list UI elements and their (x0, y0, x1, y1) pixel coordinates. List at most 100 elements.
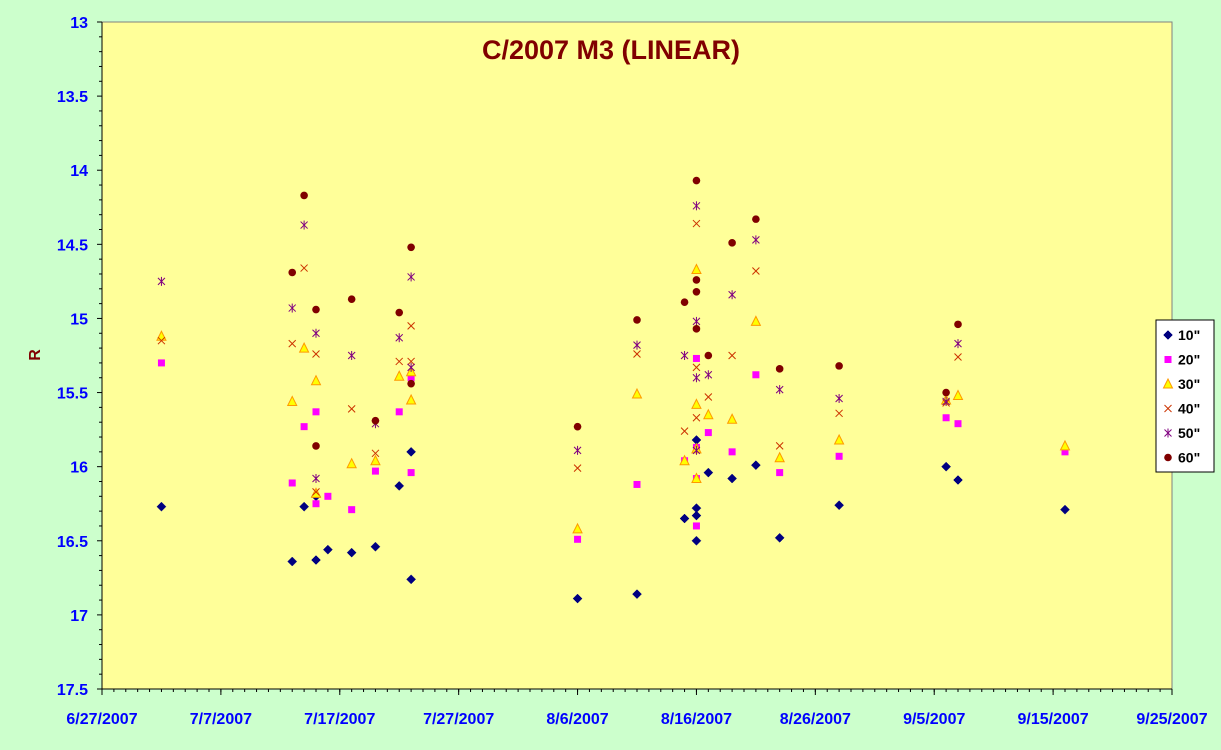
data-point (300, 220, 308, 230)
x-tick-label: 9/25/2007 (1136, 711, 1207, 728)
data-point (692, 287, 701, 296)
data-point (406, 574, 416, 585)
data-point (834, 500, 844, 511)
y-tick-label: 13 (70, 15, 88, 32)
data-point (393, 370, 405, 381)
legend-label: 10" (1178, 327, 1200, 343)
data-point (692, 176, 701, 185)
data-point (692, 316, 701, 326)
data-point (157, 336, 166, 345)
data-point (679, 454, 690, 466)
legend-marker (1164, 404, 1172, 413)
data-point (572, 593, 583, 604)
y-tick-label: 15 (70, 311, 88, 328)
axes: 13 13.5 14 14.5 15 15.5 16 16.5 17 17.5 6/27/2007 7… (57, 15, 1208, 728)
legend-label: 50" (1178, 425, 1200, 441)
x-stroke (407, 357, 415, 366)
data-point (348, 506, 356, 514)
legend-label: 20" (1178, 352, 1200, 368)
data-point (288, 268, 297, 277)
legend: 10" 20" 30" 40" 50" 60" (1155, 319, 1215, 473)
data-point (633, 350, 641, 358)
data-point (407, 374, 415, 382)
data-point (775, 385, 784, 395)
data-point (287, 556, 298, 567)
data-point (704, 351, 713, 360)
data-point (407, 243, 415, 252)
data-point (407, 469, 415, 477)
legend-marker (1163, 330, 1173, 340)
data-point (953, 475, 963, 485)
x-stroke (573, 464, 582, 473)
data-point (370, 454, 381, 466)
x-stroke (752, 267, 760, 275)
data-point (954, 339, 962, 349)
y-axis-label: R (27, 349, 44, 361)
data-point (691, 503, 702, 514)
data-point (728, 239, 736, 247)
legend-marker (1162, 377, 1174, 389)
data-point (407, 322, 415, 330)
y-tick-label: 13.5 (57, 89, 88, 106)
x-stroke (692, 363, 701, 372)
data-point (680, 298, 689, 306)
y-tick-label: 14 (70, 163, 88, 180)
data-point (691, 398, 702, 409)
data-point (574, 535, 582, 543)
y-tick-label: 14.5 (57, 237, 88, 254)
data-point (312, 488, 320, 496)
data-point (407, 362, 415, 372)
data-point (1060, 504, 1070, 515)
data-point (310, 487, 322, 498)
data-point (691, 472, 702, 484)
x-stroke (692, 413, 701, 422)
data-point (679, 513, 690, 524)
data-point (312, 474, 320, 484)
data-point (835, 452, 843, 460)
y-tick-label: 17.5 (57, 682, 88, 699)
data-point (954, 353, 962, 361)
data-point (692, 373, 701, 383)
data-point (691, 510, 702, 521)
data-point (156, 501, 167, 512)
data-point (750, 315, 762, 326)
data-point (573, 445, 582, 455)
x-stroke (633, 350, 641, 358)
data-point (157, 359, 165, 367)
data-point (347, 295, 356, 303)
data-point (691, 535, 702, 546)
data-point (395, 357, 404, 366)
legend-label: 30" (1178, 376, 1200, 392)
legend-marker (1164, 453, 1172, 462)
data-point (347, 405, 356, 413)
data-point (299, 501, 309, 512)
x-tick-label: 7/27/2007 (423, 711, 494, 728)
data-point (727, 473, 737, 484)
x-stroke (288, 339, 297, 348)
legend-marker (1164, 356, 1172, 363)
data-point (346, 547, 357, 558)
data-point (632, 589, 642, 599)
data-point (312, 442, 320, 450)
data-point (300, 191, 308, 200)
data-point (942, 414, 950, 422)
data-point (728, 448, 736, 456)
data-point (395, 333, 404, 343)
data-point (835, 362, 843, 370)
data-point (395, 408, 403, 416)
x-stroke (680, 427, 689, 435)
data-point (286, 395, 298, 406)
x-stroke (347, 405, 356, 413)
x-tick-label: 9/15/2007 (1018, 711, 1089, 728)
chart-title: C/2007 M3 (LINEAR) (482, 35, 740, 65)
data-point (346, 457, 357, 469)
data-point (776, 469, 784, 477)
data-point (752, 215, 760, 223)
data-point (704, 370, 713, 380)
data-point (288, 479, 296, 487)
data-point (311, 555, 321, 565)
x-tick-label: 8/6/2007 (546, 711, 608, 728)
x-stroke (704, 393, 713, 401)
data-point (407, 272, 415, 282)
x-tick-label: 7/17/2007 (304, 711, 375, 728)
